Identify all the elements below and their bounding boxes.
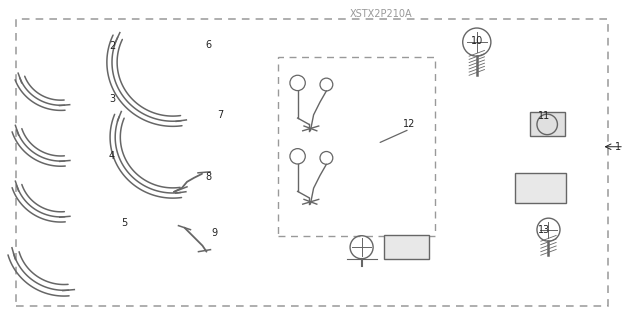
Text: 13: 13: [538, 225, 550, 235]
Text: 6: 6: [205, 40, 211, 50]
Text: 5: 5: [122, 218, 128, 228]
Text: 10: 10: [470, 36, 483, 47]
Text: 4: 4: [109, 151, 115, 161]
Text: XSTX2P210A: XSTX2P210A: [349, 9, 412, 19]
Text: 9: 9: [211, 228, 218, 238]
Text: 8: 8: [205, 172, 211, 182]
Text: 12: 12: [403, 119, 416, 130]
Bar: [278, 57, 435, 236]
Bar: [384, 235, 429, 259]
Text: 3: 3: [109, 94, 115, 104]
Bar: [515, 173, 566, 204]
Text: 2: 2: [109, 41, 115, 51]
Bar: [530, 112, 565, 137]
Text: 11: 11: [538, 111, 550, 122]
Text: 7: 7: [218, 110, 224, 120]
Text: 1: 1: [614, 142, 621, 152]
